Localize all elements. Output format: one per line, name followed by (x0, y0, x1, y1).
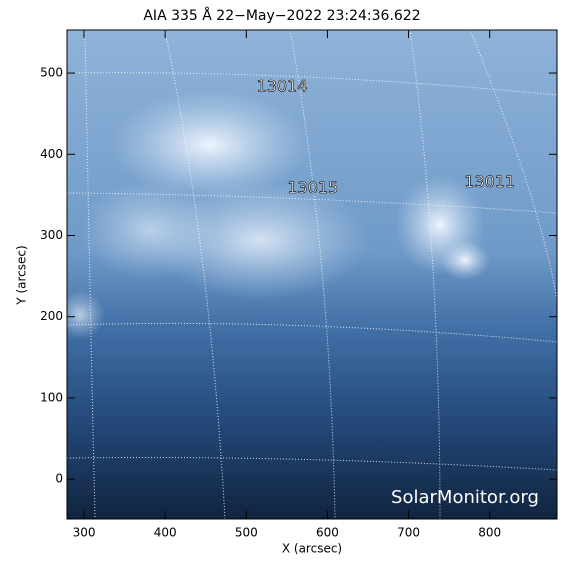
region-label: 13014 (257, 76, 308, 95)
x-tick-label: 800 (478, 526, 501, 540)
x-tick-label: 600 (316, 526, 339, 540)
x-tick-label: 700 (397, 526, 420, 540)
chart-title: AIA 335 Å 22−May−2022 23:24:36.622 (143, 7, 420, 24)
y-tick-label: 0 (55, 472, 63, 486)
plot-frame (66, 29, 558, 520)
y-tick-label: 100 (40, 390, 63, 404)
y-tick-label: 500 (40, 66, 63, 80)
y-tick-label: 300 (40, 228, 63, 242)
solar-image (67, 30, 557, 519)
watermark: SolarMonitor.org (391, 487, 539, 508)
region-label: 13011 (464, 172, 515, 191)
x-tick-label: 400 (154, 526, 177, 540)
x-axis-label: X (arcsec) (282, 542, 342, 556)
y-tick-label: 400 (40, 147, 63, 161)
y-axis-label: Y (arcsec) (15, 245, 29, 305)
region-label: 13015 (287, 178, 338, 197)
y-tick-label: 200 (40, 309, 63, 323)
x-tick-label: 300 (73, 526, 96, 540)
x-tick-label: 500 (235, 526, 258, 540)
